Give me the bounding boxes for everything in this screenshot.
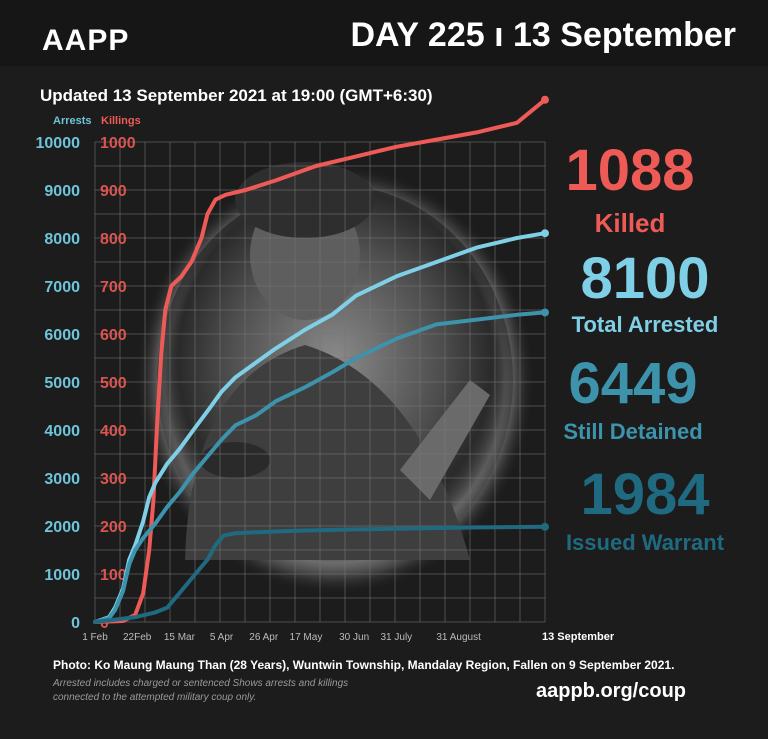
x-tick-label: 26 Apr xyxy=(249,632,279,643)
y-tick-killings: 1000 xyxy=(100,135,136,152)
stat-total-arrested: 8100 Total Arrested xyxy=(545,250,745,338)
updated-text: Updated 13 September 2021 at 19:00 (GMT+… xyxy=(40,86,433,105)
y-tick-killings: 400 xyxy=(100,423,127,440)
y-tick-killings: 100 xyxy=(100,567,127,584)
stat-killed: 1088 Killed xyxy=(545,142,715,239)
y-tick-arrests: 10000 xyxy=(36,135,81,152)
y-tick-killings: 500 xyxy=(100,375,127,392)
y-tick-arrests: 0 xyxy=(71,615,80,632)
photo-caption: Photo: Ko Maung Maung Than (28 Years), W… xyxy=(53,658,675,672)
legend-killings: Killings xyxy=(101,115,141,127)
y-tick-arrests: 4000 xyxy=(44,423,80,440)
arrested-label: Total Arrested xyxy=(571,312,719,337)
killed-count: 1088 xyxy=(565,138,695,203)
series-endpoint-killings xyxy=(541,95,549,104)
series-line-issued-warrant xyxy=(93,524,547,624)
series-endpoint-issued-warrant xyxy=(541,522,549,531)
x-tick-label: 30 Jun xyxy=(339,632,369,643)
y-tick-arrests: 9000 xyxy=(44,183,80,200)
y-tick-arrests: 8000 xyxy=(44,231,80,248)
y-tick-killings: 300 xyxy=(100,471,127,488)
series-line-still-detained xyxy=(93,310,547,624)
x-tick-label: 17 May xyxy=(290,632,323,643)
x-tick-label: 31 August xyxy=(436,632,481,643)
header-bar: AAPP DAY 225 ı 13 September xyxy=(0,0,768,66)
y-tick-arrests: 3000 xyxy=(44,471,80,488)
legend-arrests: Arrests xyxy=(53,115,92,127)
x-tick-label: 5 Apr xyxy=(210,632,234,643)
stat-still-detained: 6449 Still Detained xyxy=(538,355,728,445)
source-url: aappb.org/coup xyxy=(536,680,686,702)
x-tick-label: 22Feb xyxy=(123,632,152,643)
detained-count: 6449 xyxy=(568,351,698,416)
detained-label: Still Detained xyxy=(563,419,703,444)
series-line-killings xyxy=(93,97,547,624)
series-endpoint-still-detained xyxy=(541,308,549,317)
y-tick-killings: 900 xyxy=(100,183,127,200)
x-tick-label: 1 Feb xyxy=(82,632,108,643)
day-label: DAY 225 ı 13 September xyxy=(350,16,736,54)
series-endpoint-total-arrested xyxy=(541,229,549,238)
x-tick-label: 31 July xyxy=(380,632,412,643)
stat-issued-warrant: 1984 Issued Warrant xyxy=(545,466,745,556)
x-tick-label: 15 Mar xyxy=(164,632,196,643)
y-tick-arrests: 1000 xyxy=(44,567,80,584)
killed-label: Killed xyxy=(594,208,666,238)
y-tick-arrests: 7000 xyxy=(44,279,80,296)
y-tick-arrests: 2000 xyxy=(44,519,80,536)
y-tick-arrests: 6000 xyxy=(44,327,80,344)
warrant-count: 1984 xyxy=(580,462,710,527)
portrait-photo xyxy=(135,162,535,595)
y-tick-killings: 600 xyxy=(100,327,127,344)
arrested-count: 8100 xyxy=(580,246,710,311)
footnote: Arrested includes charged or sentenced S… xyxy=(53,678,349,703)
brand-logo: AAPP xyxy=(42,24,130,57)
y-tick-killings: 800 xyxy=(100,231,127,248)
warrant-label: Issued Warrant xyxy=(565,530,725,555)
y-tick-killings: 200 xyxy=(100,519,127,536)
x-tick-label: 13 September xyxy=(542,631,615,643)
y-tick-killings: 700 xyxy=(100,279,127,296)
y-tick-arrests: 5000 xyxy=(44,375,80,392)
